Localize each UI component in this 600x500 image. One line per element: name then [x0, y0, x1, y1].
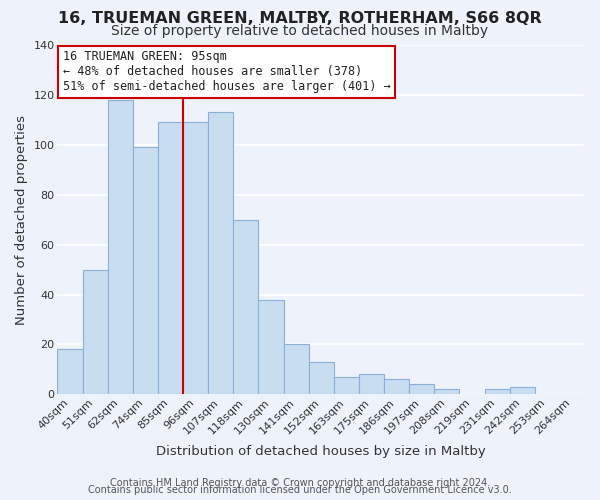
Bar — [509, 387, 535, 394]
Text: 16, TRUEMAN GREEN, MALTBY, ROTHERHAM, S66 8QR: 16, TRUEMAN GREEN, MALTBY, ROTHERHAM, S6… — [58, 11, 542, 26]
Bar — [359, 374, 384, 394]
Bar — [334, 377, 359, 394]
Bar — [58, 350, 83, 395]
Bar — [384, 380, 409, 394]
Bar — [409, 384, 434, 394]
Bar — [284, 344, 308, 395]
Text: Contains HM Land Registry data © Crown copyright and database right 2024.: Contains HM Land Registry data © Crown c… — [110, 478, 490, 488]
Text: Contains public sector information licensed under the Open Government Licence v3: Contains public sector information licen… — [88, 485, 512, 495]
Y-axis label: Number of detached properties: Number of detached properties — [15, 114, 28, 324]
Bar — [83, 270, 108, 394]
Bar — [133, 148, 158, 394]
X-axis label: Distribution of detached houses by size in Maltby: Distribution of detached houses by size … — [157, 444, 486, 458]
Text: 16 TRUEMAN GREEN: 95sqm
← 48% of detached houses are smaller (378)
51% of semi-d: 16 TRUEMAN GREEN: 95sqm ← 48% of detache… — [63, 50, 391, 93]
Bar — [308, 362, 334, 394]
Bar — [108, 100, 133, 394]
Bar — [485, 390, 509, 394]
Text: Size of property relative to detached houses in Maltby: Size of property relative to detached ho… — [112, 24, 488, 38]
Bar — [259, 300, 284, 394]
Bar — [183, 122, 208, 394]
Bar — [434, 390, 460, 394]
Bar — [208, 112, 233, 394]
Bar — [233, 220, 259, 394]
Bar — [158, 122, 183, 394]
